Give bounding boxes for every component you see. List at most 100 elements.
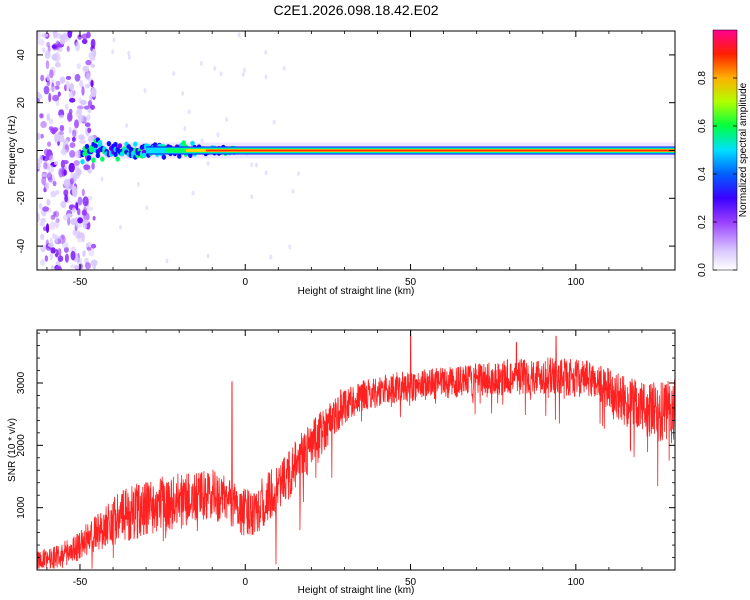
snr-ytick-label: 2000 xyxy=(16,434,27,457)
spectrogram-noise-blob xyxy=(183,126,187,131)
carrier-blob xyxy=(161,154,167,160)
spectrogram-noise-blob xyxy=(49,69,54,79)
spectrogram-noise-blob xyxy=(61,241,69,249)
spectrogram-noise-blob xyxy=(78,134,84,141)
spectrogram-noise-blob xyxy=(46,74,50,82)
spectrogram-noise-blob xyxy=(77,217,83,224)
spectrogram-noise-blob xyxy=(57,248,62,257)
spectrogram-noise-blob xyxy=(80,115,88,123)
spectrogram-noise-blob xyxy=(87,135,95,143)
spectrogram-noise-blob xyxy=(216,132,220,138)
spectrogram-noise-blob xyxy=(60,148,68,156)
spectrogram-noise-blob xyxy=(41,47,46,53)
spectrogram-noise-blob xyxy=(282,65,286,71)
spectrogram-noise-blob xyxy=(58,131,64,136)
spectrogram-noise-blob xyxy=(91,48,97,59)
spectrogram-noise-blob xyxy=(50,247,56,254)
spectrogram-noise-blob xyxy=(237,32,241,38)
spectrogram-noise-blob xyxy=(269,254,273,260)
spectrogram-noise-blob xyxy=(85,59,92,66)
spectrogram-noise-blob xyxy=(45,60,50,70)
spectrogram-noise-blob xyxy=(82,65,90,73)
spectrogram-noise-blob xyxy=(90,243,97,249)
spectrogram-noise-blob xyxy=(64,253,69,263)
spectrogram-noise-blob xyxy=(143,88,147,94)
colorbar: 0.0 0.2 0.4 0.6 0.8 Normalized spectral ampl… xyxy=(697,29,749,277)
spectrogram-noise-blob xyxy=(73,172,80,179)
spectrogram-noise-blob xyxy=(92,216,96,221)
spectrogram-noise-blob xyxy=(191,190,195,196)
snr-ytick-label: 3000 xyxy=(16,371,27,394)
spectrogram-noise-blob xyxy=(48,126,54,131)
colorbar-tick-label: 0.6 xyxy=(697,119,708,133)
spectrogram-noise-blob xyxy=(46,80,51,87)
spectrogram-noise-blob xyxy=(42,226,47,231)
spectrogram-noise-blob xyxy=(187,109,191,115)
spectrogram-noise-blob xyxy=(39,221,45,227)
spectrogram-noise-blob xyxy=(86,221,91,230)
spectrogram-noise-blob xyxy=(41,33,49,38)
spectrogram-noise-blob xyxy=(78,97,82,104)
spectrogram-noise-blob xyxy=(40,233,45,240)
spectrogram-noise-blob xyxy=(86,206,93,212)
spectrogram-noise-blob xyxy=(81,33,89,40)
carrier-blob xyxy=(113,151,118,157)
spectrogram-noise-blob xyxy=(81,38,88,45)
spectrogram-noise-blob xyxy=(75,202,79,211)
spectrogram-noise-blob xyxy=(86,246,92,251)
spectrogram-noise-blob xyxy=(250,194,254,200)
carrier-blob xyxy=(106,141,112,147)
spectrogram-noise-blob xyxy=(86,114,91,121)
spectrogram-noise-blob xyxy=(50,78,55,84)
spectrogram-noise-blob xyxy=(71,185,77,193)
snr-ytick-label: 1000 xyxy=(16,496,27,519)
spectrogram-noise-blob xyxy=(37,212,40,223)
spectrogram-noise-blob xyxy=(225,117,229,122)
spectrogram-noise-blob xyxy=(62,34,67,40)
figure-title: C2E1.2026.098.18.42.E02 xyxy=(273,2,439,18)
spectrogram-noise-blob xyxy=(37,97,40,104)
spectrogram-noise-blob xyxy=(50,86,56,92)
spectrogram-noise-blob xyxy=(83,164,91,171)
carrier-blob xyxy=(117,143,123,149)
carrier-blob xyxy=(115,156,120,162)
spectrogram-noise-blob xyxy=(59,76,66,84)
spectrogram-noise-blob xyxy=(74,73,81,82)
spectrogram-noise-blob xyxy=(84,122,91,127)
spectrogram-noise-blob xyxy=(213,66,217,71)
spectrogram-noise-blob xyxy=(288,244,292,250)
spectrogram-ytick-label: 20 xyxy=(16,97,27,109)
colorbar-tick-label: 0.4 xyxy=(697,167,708,181)
snr-frame xyxy=(36,329,676,571)
spectrogram-noise-blob xyxy=(63,178,71,188)
spectrogram-noise-blob xyxy=(57,255,64,262)
spectrogram-noise-blob xyxy=(42,206,49,212)
spectrogram-noise-blob xyxy=(68,126,72,135)
spectrogram-noise-blob xyxy=(54,85,60,90)
carrier-blob xyxy=(100,156,105,162)
spectrogram-noise-blob xyxy=(67,31,73,39)
spectrogram-noise-blob xyxy=(66,45,70,52)
spectrogram-noise-blob xyxy=(37,38,45,46)
spectrogram-ytick-label: 40 xyxy=(16,49,27,61)
spectrogram-marks xyxy=(37,31,675,270)
spectrogram-xlabel: Height of straight line (km) xyxy=(298,286,415,297)
snr-ticks: -50 0 50 100 1000 2000 3000 xyxy=(16,330,676,588)
spectrogram-noise-blob xyxy=(90,80,94,88)
carrier-blob xyxy=(181,140,186,146)
spectrogram-noise-blob xyxy=(250,162,254,168)
spectrogram-noise-blob xyxy=(264,74,268,80)
spectrogram-xtick-label: 0 xyxy=(242,277,248,288)
spectrogram-noise-blob xyxy=(38,155,43,164)
spectrogram-noise-blob xyxy=(92,263,96,270)
spectrogram-noise-blob xyxy=(44,50,51,59)
spectrogram-noise-blob xyxy=(219,71,223,77)
spectrogram-noise-blob xyxy=(75,41,80,52)
spectrogram-noise-blob xyxy=(87,127,92,134)
spectrogram-noise-blob xyxy=(58,134,65,143)
spectrogram-noise-blob xyxy=(52,180,57,187)
spectrogram-ticks: -50 0 50 100 -40 -20 0 20 40 xyxy=(16,31,676,288)
spectrogram-noise-blob xyxy=(165,258,169,264)
spectrogram-noise-blob xyxy=(46,199,51,206)
spectrogram-noise-blob xyxy=(296,171,300,177)
